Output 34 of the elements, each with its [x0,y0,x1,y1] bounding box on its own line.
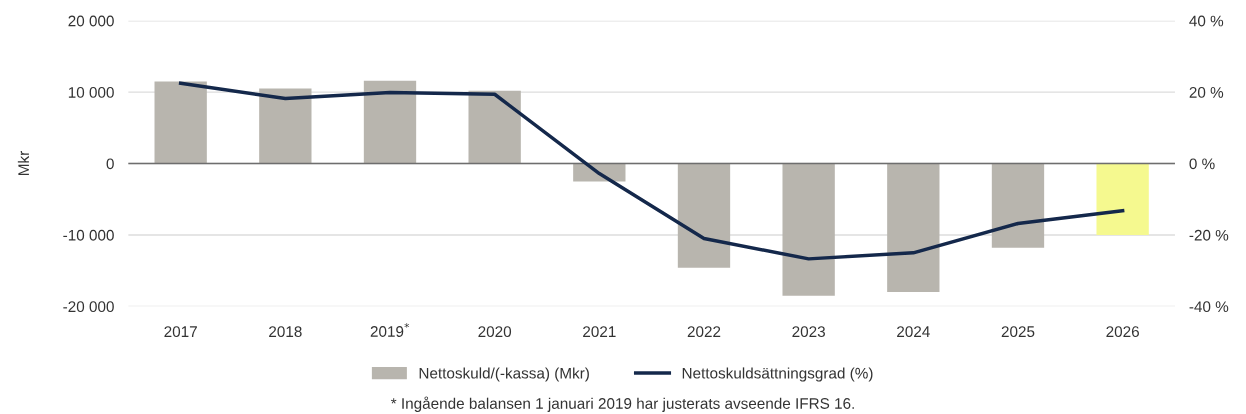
x-tick-label: 2024 [897,326,930,338]
line-series [178,81,1125,261]
bar [363,80,417,164]
x-tick-label: 2026 [1106,326,1139,338]
legend-label: Nettoskuld/(-kassa) (Mkr) [419,367,589,382]
x-tick-label: 2020 [478,326,512,338]
y2-tick-label: -40 % [1189,301,1229,313]
y2-tick-label: -20 % [1189,229,1229,241]
y2-tick-label: 20 % [1189,86,1224,98]
y2-tick-label: 0 % [1189,158,1215,170]
bar [259,88,312,164]
y-tick-label: -10 000 [63,229,114,241]
text: * Ingående balansen 1 januari 2019 har justerats avseende IFRS 16. [390,396,854,412]
y-tick-label: -20 000 [63,301,114,313]
y-tick-label: 0 [106,158,114,170]
y-tick-label: 20 000 [68,15,114,27]
bar [154,81,207,164]
x-tick-label: 2025 [1001,326,1035,338]
y-axis-title: Mkr [17,151,29,175]
y2-tick-label: 40 % [1189,15,1224,27]
bar [991,163,1045,248]
x-tick-label: 2022 [687,326,721,338]
legend-label: Nettoskuldsättningsgrad (%) [682,367,873,382]
bar [677,163,731,268]
x-tick-label: 2019$^{*}$ [370,322,410,337]
bar [782,163,835,296]
x-tick-label: 2021 [583,326,616,338]
x-tick-label: 2023 [792,326,825,338]
x-tick-label: 2017 [164,326,197,338]
bar [1096,163,1149,235]
bar [468,90,521,164]
y-tick-label: 10 000 [68,86,114,98]
bar [887,163,940,293]
x-tick-label: 2018 [269,326,302,338]
